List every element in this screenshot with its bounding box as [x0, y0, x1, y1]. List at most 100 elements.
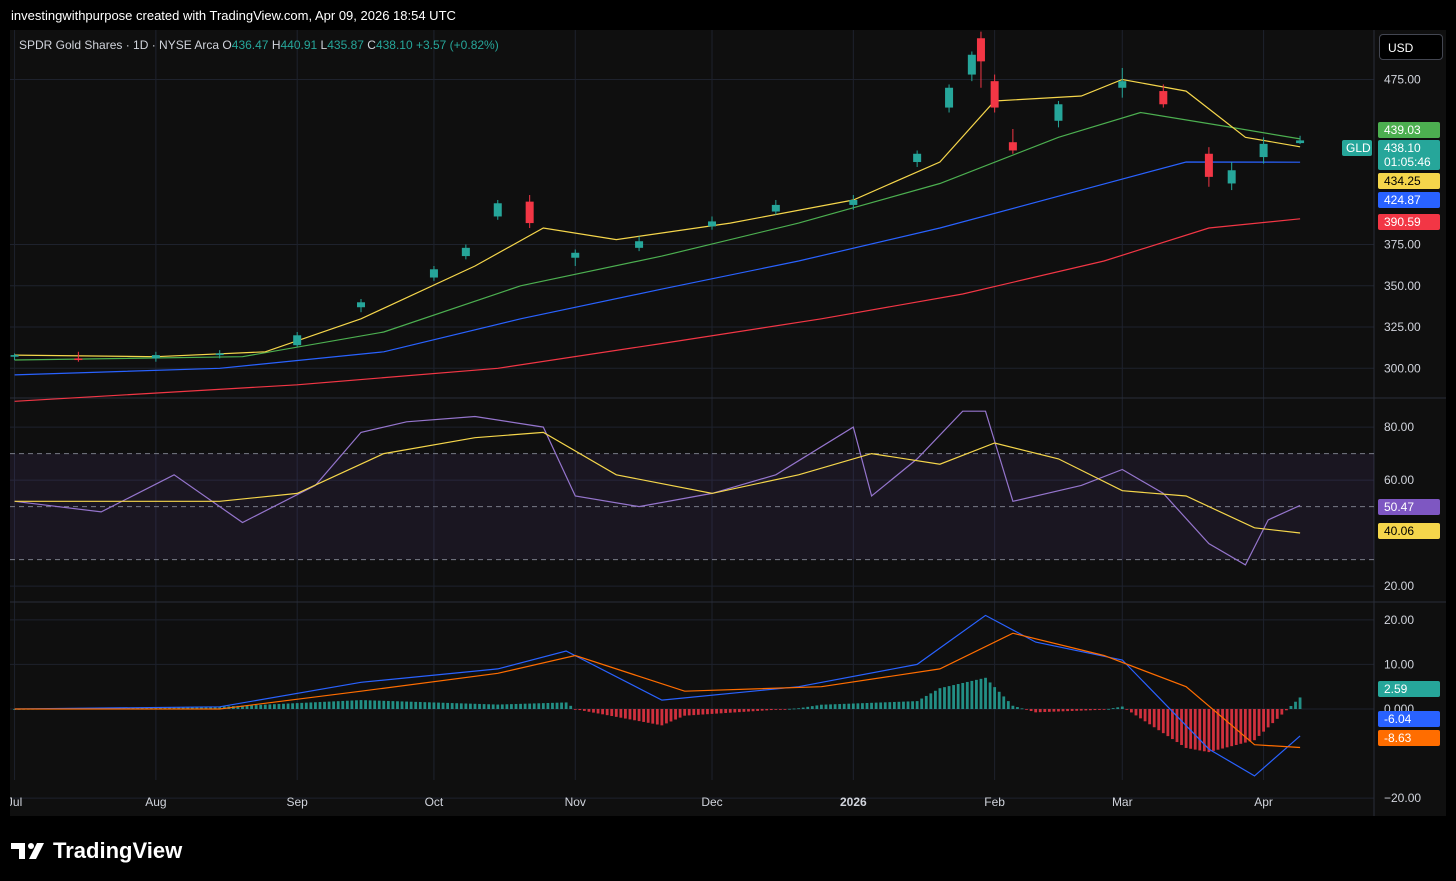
macd-hist-bar: [418, 702, 422, 709]
candle-body: [429, 269, 438, 278]
ma20-badge: 434.25: [1384, 174, 1421, 188]
macd-hist-bar: [655, 709, 659, 725]
macd-hist-bar: [719, 709, 723, 714]
macd-hist-bar: [669, 709, 673, 722]
macd-hist-bar: [519, 703, 522, 709]
macd-hist-bar: [774, 709, 778, 710]
macd-hist-bar: [861, 703, 864, 709]
macd-hist-bar: [806, 706, 810, 709]
macd-hist-bar: [537, 703, 541, 709]
chart-canvas[interactable]: 475.00 375.00 350.00 325.00 300.00 80.00 60.00…: [10, 30, 1446, 816]
macd-hist-bar: [970, 680, 974, 709]
currency-button[interactable]: USD: [1379, 34, 1443, 60]
macd-hist-bar: [947, 686, 951, 709]
macd-hist-bar: [1243, 709, 1247, 743]
rsi-tick: 80.00: [1384, 420, 1414, 434]
time-tick: Apr: [1254, 795, 1273, 809]
macd-hist-bar: [1189, 709, 1193, 749]
macd-hist-bar: [459, 703, 463, 709]
rsi-band-fill: [10, 453, 1374, 560]
macd-hist-bar: [154, 707, 158, 709]
last-price-badge-countdown: 01:05:46: [1384, 155, 1431, 169]
ma20-badge-bg: [1378, 173, 1440, 189]
macd-hist-bar: [797, 708, 801, 710]
macd-hist-bar: [1143, 709, 1147, 722]
macd-hist-bar: [1275, 709, 1279, 719]
macd-hist-bar: [136, 707, 140, 709]
time-tick: Mar: [1112, 795, 1133, 809]
macd-hist-bar: [1234, 709, 1238, 745]
macd-hist-bar: [943, 687, 946, 709]
macd-hist-bar: [373, 700, 377, 709]
macd-hist-bar: [902, 701, 905, 709]
close-value: 438.10: [375, 38, 413, 52]
macd-hist-bar: [1139, 709, 1142, 719]
rsi-line: [14, 410, 1301, 566]
tradingview-logo[interactable]: TradingView: [11, 838, 182, 864]
macd-hist-bar: [1284, 709, 1288, 711]
ma200-badge-bg: [1378, 214, 1440, 230]
macd-hist-bar: [423, 702, 427, 709]
candle-body: [1259, 143, 1268, 158]
candle-body: [357, 302, 366, 308]
candle-body: [976, 38, 985, 62]
macd-hist-bar: [1257, 709, 1261, 736]
macd-hist-bar: [756, 709, 759, 711]
macd-hist-bar: [1166, 709, 1170, 737]
candle-body: [1054, 104, 1063, 121]
macd-hist-bar: [646, 709, 650, 723]
macd-hist-bar: [245, 705, 249, 709]
macd-hist-bar: [984, 677, 987, 709]
low-label: L: [320, 38, 328, 52]
macd-hist-bar: [696, 709, 700, 715]
macd-hist-bar: [842, 703, 846, 709]
macd-hist-bar: [829, 704, 832, 709]
candle-body: [1159, 91, 1168, 105]
candle-body: [10, 355, 19, 357]
macd-hist-bar: [993, 687, 997, 709]
macd-hist-bar: [204, 706, 208, 709]
macd-badge: -6.04: [1384, 712, 1412, 726]
macd-hist-bar: [236, 705, 240, 709]
macd-hist-bar: [186, 707, 190, 709]
macd-badge-bg: [1378, 711, 1440, 727]
macd-hist-bar: [1025, 709, 1028, 710]
pane-separators: [10, 30, 1446, 816]
time-tick: 2026: [840, 795, 867, 809]
macd-hist-bar: [938, 688, 942, 709]
macd-hist-bar: [1161, 709, 1165, 734]
candle-body: [635, 241, 644, 248]
high-label: H: [271, 38, 281, 52]
candle-body: [967, 54, 976, 75]
attribution-bar: investingwithpurpose created with Tradin…: [0, 0, 1456, 30]
macd-hist-bar: [551, 702, 554, 709]
macd-hist-bar: [874, 702, 878, 709]
last-price-badge-bg: [1378, 140, 1440, 170]
histogram-badge-bg: [1378, 681, 1440, 697]
symbol-legend: SPDR Gold Shares · 1D · NYSE Arca O436.4…: [19, 38, 499, 52]
macd-hist-bar: [272, 704, 276, 709]
macd-hist-bar: [737, 709, 741, 713]
macd-hist-bar: [952, 685, 956, 709]
macd-hist-bar: [1184, 709, 1188, 748]
macd-hist-bar: [1057, 709, 1060, 712]
macd-hist-bar: [500, 704, 504, 709]
macd-hist-bar: [209, 706, 212, 709]
macd-hist-bar: [1216, 709, 1220, 750]
macd-hist-bar: [1171, 709, 1174, 740]
macd-hist-bar: [1052, 709, 1056, 712]
macd-hist-bar: [1280, 709, 1284, 715]
macd-hist-bar: [733, 709, 737, 713]
macd-hist-bar: [1221, 709, 1224, 749]
brand-name: TradingView: [53, 838, 183, 863]
macd-hist-bar: [769, 709, 773, 711]
macd-hist-bar: [300, 702, 304, 709]
open-value: 436.47: [231, 38, 269, 52]
macd-hist-bar: [1029, 709, 1033, 712]
time-tick: Sep: [287, 795, 309, 809]
macd-hist-bar: [715, 709, 718, 714]
macd-hist-bar: [587, 709, 591, 712]
macd-hist-bar: [400, 701, 404, 709]
macd-hist-bar: [396, 701, 399, 709]
